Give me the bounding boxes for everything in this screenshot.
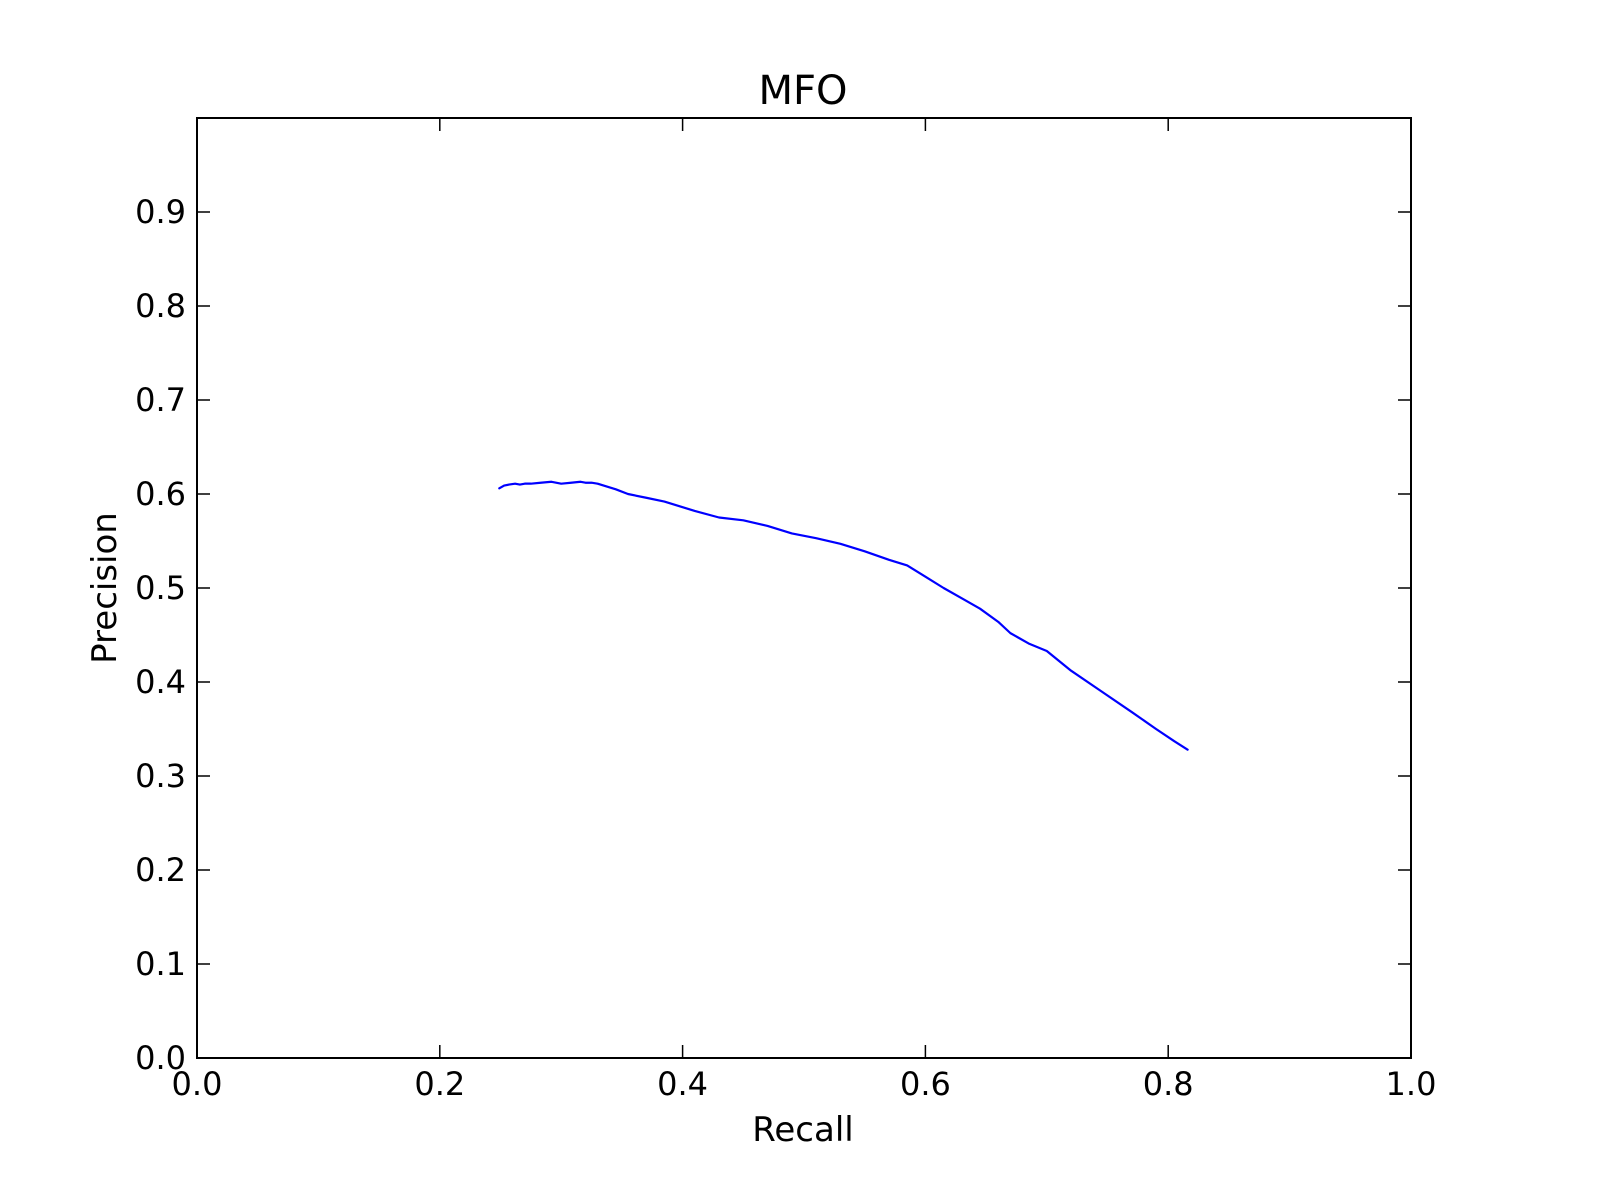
- y-tick-label: 0.4: [135, 663, 186, 701]
- chart-title: MFO: [758, 68, 847, 114]
- y-tick-label: 0.5: [135, 569, 186, 607]
- y-tick-label: 0.3: [135, 757, 186, 795]
- x-tick-label: 0.6: [900, 1065, 951, 1103]
- series-line: [498, 480, 1189, 751]
- x-tick-label: 0.2: [414, 1065, 465, 1103]
- x-tick-label: 0.4: [657, 1065, 708, 1103]
- y-tick-label: 0.6: [135, 475, 186, 513]
- plot-series: [498, 480, 1189, 751]
- x-axis-title: Recall: [752, 1110, 853, 1150]
- y-tick-label: 0.2: [135, 851, 186, 889]
- x-axis-ticks: 0.0 0.2 0.4 0.6 0.8 1.0: [172, 118, 1437, 1103]
- y-axis-ticks: 0.0 0.1 0.2 0.3 0.4 0.5 0.6 0.7 0.8 0.9: [135, 193, 1411, 1077]
- y-tick-label: 0.1: [135, 945, 186, 983]
- y-axis-title: Precision: [85, 512, 125, 664]
- y-tick-label: 0.0: [135, 1039, 186, 1077]
- x-tick-label: 0.8: [1143, 1065, 1194, 1103]
- y-tick-label: 0.9: [135, 193, 186, 231]
- y-tick-label: 0.8: [135, 287, 186, 325]
- x-tick-label: 0.0: [172, 1065, 223, 1103]
- y-tick-label: 0.7: [135, 381, 186, 419]
- x-tick-label: 1.0: [1386, 1065, 1437, 1103]
- plot-frame: [196, 117, 1412, 1059]
